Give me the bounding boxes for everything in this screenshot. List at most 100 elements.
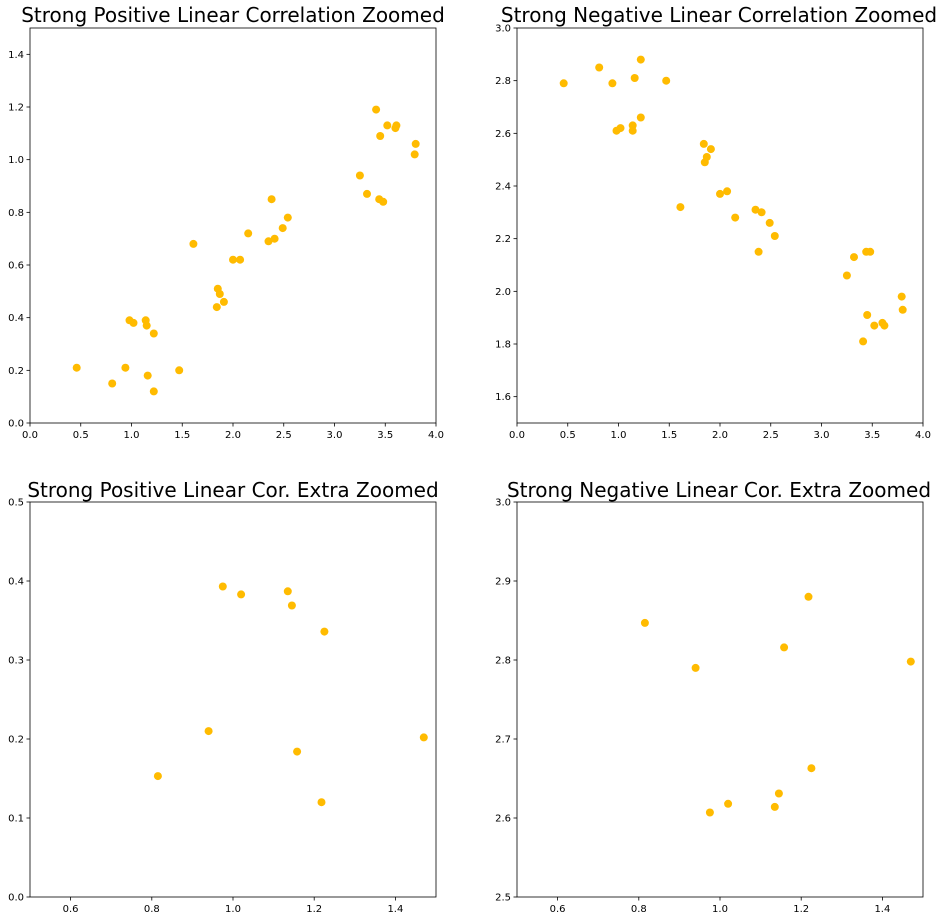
y-tick-label: 0.3 [8,656,24,667]
x-tick-label: 1.5 [174,430,190,441]
x-tick-label: 3.5 [864,430,880,441]
data-point [724,799,733,808]
data-point [702,153,711,161]
data-point [770,232,779,240]
data-point [149,387,158,396]
x-tick-label: 2.0 [712,430,728,441]
y-tick-label: 0.8 [8,208,24,219]
data-point [780,643,789,652]
data-point [640,618,649,627]
data-point [189,239,198,248]
x-tick-label: 1.0 [124,430,140,441]
data-point [278,224,287,233]
data-point [317,798,326,807]
data-point [706,145,715,154]
data-point [219,297,228,306]
subplot-negative-extra-zoomed: Strong Negative Linear Cor. Extra Zoomed… [495,478,931,915]
data-point [716,189,724,198]
data-point [559,79,568,88]
y-tick-label: 0.0 [8,419,24,430]
y-tick-label: 2.8 [495,76,511,87]
data-point [204,727,213,736]
x-tick-label: 1.5 [661,430,677,441]
x-tick-label: 1.0 [611,430,627,441]
data-point [765,218,774,227]
data-point [372,105,381,114]
data-point [379,197,388,206]
data-point [236,255,245,264]
data-point [129,318,138,327]
x-tick-label: 1.2 [793,904,809,915]
data-point [218,582,227,591]
y-tick-label: 1.4 [8,50,24,61]
x-tick-label: 4.0 [428,430,444,441]
data-point [355,171,364,180]
data-point [595,63,604,72]
y-tick-label: 2.4 [495,182,511,193]
data-point [383,121,392,130]
subplot-positive-extra-zoomed: Strong Positive Linear Cor. Extra Zoomed… [8,478,439,915]
y-tick-label: 3.0 [495,498,511,509]
y-tick-label: 2.8 [495,656,511,667]
chart-title: Strong Positive Linear Correlation Zoome… [21,3,445,27]
data-point [283,213,292,222]
data-point [419,733,428,742]
data-point [244,229,253,238]
x-tick-label: 1.0 [712,904,728,915]
data-point [320,627,329,636]
data-point [153,772,162,781]
x-tick-label: 0.6 [63,904,79,915]
data-point [842,271,851,280]
subplot-positive-zoomed: Strong Positive Linear Correlation Zoome… [8,3,445,441]
data-point [751,205,760,214]
data-point [906,657,915,666]
y-tick-label: 0.1 [8,814,24,825]
x-tick-label: 0.0 [22,430,38,441]
data-point [630,74,639,82]
chart-title: Strong Negative Linear Cor. Extra Zoomed [507,478,931,502]
data-point [723,187,732,196]
x-tick-label: 1.0 [225,904,241,915]
data-point [866,247,875,256]
data-point [897,292,906,301]
y-tick-label: 0.5 [8,498,24,509]
x-tick-label: 0.8 [144,904,160,915]
data-point [267,195,276,204]
data-point [691,663,700,672]
x-tick-label: 0.0 [509,430,525,441]
data-point [215,290,224,298]
data-point [142,321,151,330]
axes-frame [516,27,924,424]
y-tick-label: 2.6 [495,129,511,140]
x-tick-label: 3.5 [377,430,393,441]
data-point [108,379,117,388]
y-tick-label: 0.6 [8,261,24,272]
y-tick-label: 0.4 [8,313,24,324]
data-point [175,366,184,375]
data-point [636,55,645,64]
x-tick-label: 0.5 [560,430,576,441]
data-point [863,311,872,319]
x-tick-label: 0.8 [631,904,647,915]
data-point [699,139,708,148]
subplot-negative-zoomed: Strong Negative Linear Correlation Zoome… [495,3,937,441]
data-point [770,802,779,811]
y-tick-label: 2.7 [495,735,511,746]
data-point [293,747,302,756]
y-tick-label: 0.4 [8,577,24,588]
x-tick-label: 2.5 [763,430,779,441]
data-point [898,305,907,314]
x-tick-label: 1.4 [387,904,403,915]
x-tick-label: 2.5 [276,430,292,441]
data-point [237,590,246,599]
data-point [363,189,371,198]
x-tick-label: 1.2 [306,904,322,915]
data-point [880,321,889,330]
y-tick-label: 1.8 [495,340,511,351]
y-tick-label: 3.0 [495,24,511,35]
x-tick-label: 0.5 [73,430,89,441]
x-tick-label: 3.0 [814,430,830,441]
data-point [774,789,783,798]
data-point [636,113,645,122]
